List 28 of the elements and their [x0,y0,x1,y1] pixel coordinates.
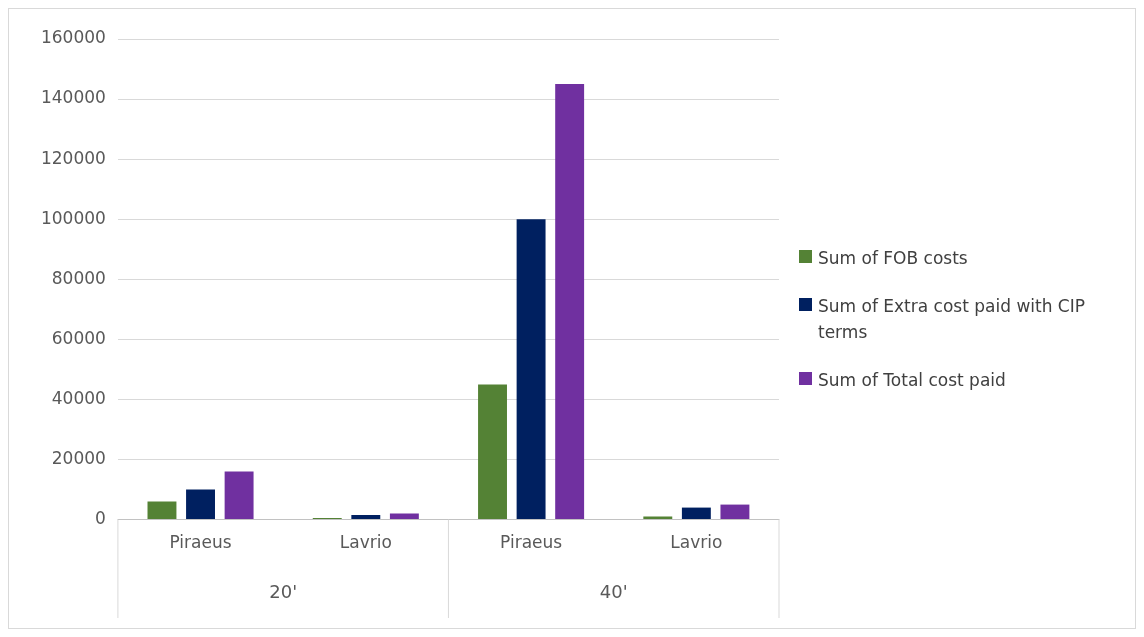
x-tick-label: Lavrio [339,532,392,553]
legend-label: Sum of FOB costs [818,246,968,270]
bar [681,507,711,520]
text: 40' [599,581,628,602]
bar [186,489,215,520]
y-tick-label: 20000 [51,447,106,468]
y-tick-label: 80000 [51,267,106,288]
y-tick-label: 40000 [51,387,106,408]
bar [516,219,546,520]
bar [224,471,254,520]
y-tick-label: 140000 [40,87,106,108]
bar [478,384,507,520]
y-tick-label: 100000 [40,207,106,228]
legend-label: Sum of Extra cost paid with CIP terms [818,294,1086,344]
y-tick-label: 120000 [40,147,106,168]
y-tick-label: 160000 [40,27,106,48]
bar [351,515,381,520]
text: 20' [269,581,298,602]
y-tick-label: 0 [95,508,106,529]
y-tick-label: 60000 [51,327,106,348]
bar [389,513,419,520]
bar [555,84,585,520]
bar [147,501,177,520]
legend-label: Sum of Total cost paid [818,368,1006,392]
x-tick-label: Piraeus [500,532,563,553]
x-tick-label: Piraeus [169,532,232,553]
x-tick-label: Lavrio [670,532,723,553]
bar [720,504,750,520]
